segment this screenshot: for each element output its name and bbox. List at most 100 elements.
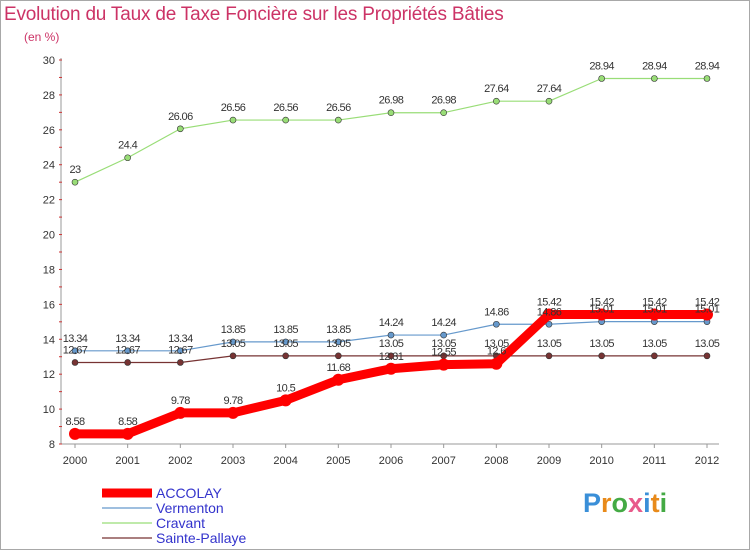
data-label: 13.85 — [326, 324, 351, 336]
data-label: 13.34 — [115, 333, 140, 345]
data-label: 15.01 — [695, 304, 720, 316]
data-point — [703, 352, 711, 360]
data-label: 26.98 — [431, 95, 456, 107]
data-point — [229, 116, 237, 124]
data-label: 13.05 — [642, 338, 667, 350]
data-point — [387, 331, 395, 339]
y-tick-label: 22 — [43, 195, 55, 207]
data-label: 15.01 — [589, 304, 614, 316]
logo-letter: i — [643, 488, 651, 518]
data-point — [440, 109, 447, 117]
data-point — [493, 97, 500, 105]
data-point — [440, 331, 447, 339]
data-label: 13.05 — [326, 338, 351, 350]
data-label: 14.24 — [379, 317, 404, 329]
logo-letter: P — [583, 488, 602, 518]
data-labels: 13.34 13.34 13.34 13.85 13.85 13.85 14.24 14.24… — [63, 61, 721, 428]
data-label: 12.31 — [379, 351, 404, 363]
data-point — [71, 178, 79, 186]
legend-item: Vermenton — [102, 500, 224, 516]
data-point — [282, 352, 289, 360]
data-label: 11.68 — [326, 362, 350, 374]
x-tick-label: 2010 — [589, 455, 613, 467]
data-label: 9.78 — [171, 395, 190, 407]
data-label: 27.64 — [484, 83, 509, 95]
data-point — [437, 358, 450, 371]
data-point — [177, 359, 184, 366]
logo-letter: x — [628, 488, 644, 518]
y-tick-label: 30 — [43, 55, 55, 67]
data-point — [124, 154, 131, 162]
y-tick-label: 10 — [43, 404, 55, 416]
data-label: 13.05 — [589, 338, 614, 350]
data-point — [177, 347, 184, 355]
data-label: 13.85 — [273, 324, 298, 336]
data-label: 13.34 — [168, 333, 193, 345]
data-label: 13.05 — [379, 338, 404, 350]
data-label: 13.05 — [273, 338, 298, 350]
data-point — [124, 347, 131, 355]
data-point — [493, 320, 500, 328]
data-point — [651, 75, 658, 82]
data-label: 13.05 — [221, 338, 246, 350]
data-label: 28.94 — [589, 61, 614, 73]
x-tick-label: 2006 — [379, 455, 403, 467]
data-point — [335, 116, 342, 124]
data-point — [648, 308, 661, 321]
y-tick-label: 18 — [43, 264, 55, 276]
x-tick-label: 2012 — [695, 455, 719, 467]
x-tick-label: 2005 — [326, 455, 350, 467]
y-tick-label: 20 — [43, 230, 55, 242]
x-tick-label: 2003 — [221, 455, 245, 467]
x-tick-label: 2001 — [115, 455, 139, 467]
legend-label: Vermenton — [156, 500, 224, 516]
data-label: 15.42 — [642, 296, 667, 308]
data-point — [335, 352, 342, 360]
data-point — [545, 97, 553, 105]
data-label: 12.67 — [168, 344, 193, 356]
legend-item: Sainte-Pallaye — [102, 530, 246, 546]
proxiti-logo: Proxiti — [583, 488, 667, 519]
y-tick-label: 28 — [43, 90, 55, 102]
data-point — [177, 125, 184, 133]
data-label: 8.58 — [118, 416, 137, 428]
legend-label: Sainte-Pallaye — [156, 530, 246, 546]
data-point — [282, 116, 289, 124]
data-point — [282, 338, 289, 346]
data-point — [121, 427, 134, 440]
data-label: 12.55 — [431, 347, 456, 359]
logo-letter: r — [601, 488, 612, 518]
x-tick-label: 2008 — [484, 455, 508, 467]
series-layer — [69, 75, 713, 440]
data-point — [229, 352, 237, 360]
x-tick-label: 2011 — [643, 455, 667, 467]
x-tick-label: 2000 — [63, 455, 87, 467]
data-label: 13.34 — [63, 333, 88, 345]
data-label: 26.98 — [379, 95, 404, 107]
data-point — [71, 359, 79, 366]
data-point — [651, 352, 658, 360]
data-point — [229, 338, 237, 346]
data-label: 12.6 — [487, 346, 506, 358]
data-point — [595, 308, 608, 321]
x-tick-label: 2004 — [273, 455, 297, 467]
data-point — [279, 394, 292, 407]
data-point — [701, 308, 713, 321]
y-tick-label: 12 — [43, 369, 55, 381]
data-label: 24.4 — [118, 140, 137, 152]
x-tick-label: 2007 — [431, 455, 455, 467]
y-tick-label: 26 — [43, 125, 55, 137]
axes: 8 10 12 14 16 18 20 22 24 26 28 30 2000 2001 2002 2003 2… — [43, 55, 719, 467]
data-point — [387, 109, 395, 117]
data-point — [71, 347, 79, 355]
y-tick-label: 24 — [43, 160, 55, 172]
data-label: 23 — [69, 164, 81, 176]
data-point — [174, 406, 187, 419]
logo-letter: t — [650, 488, 660, 518]
data-point — [335, 338, 342, 346]
data-point — [227, 406, 239, 419]
y-tick-label: 14 — [43, 334, 55, 346]
data-point — [124, 359, 131, 366]
data-label: 15.01 — [642, 304, 667, 316]
